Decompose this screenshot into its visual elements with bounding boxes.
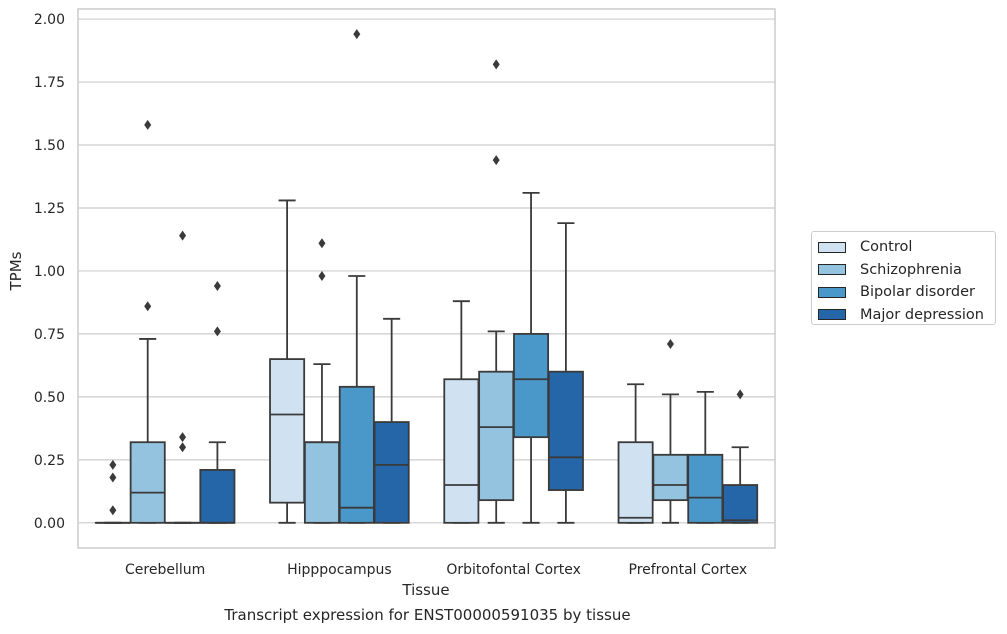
y-tick-label: 1.75 bbox=[34, 75, 65, 91]
box-2-2 bbox=[513, 191, 550, 524]
box-iqr bbox=[687, 453, 724, 524]
legend-item-major-depression: Major depression bbox=[818, 304, 995, 327]
box-iqr bbox=[338, 385, 375, 524]
x-tick-label: Prefrontal Cortex bbox=[629, 562, 748, 578]
legend-swatch bbox=[818, 241, 846, 253]
box-0-0 bbox=[94, 459, 131, 524]
outlier-point bbox=[353, 29, 361, 40]
box-iqr bbox=[199, 469, 236, 524]
legend-label: Bipolar disorder bbox=[860, 284, 975, 301]
box-iqr bbox=[303, 441, 340, 524]
box-3-3 bbox=[722, 389, 759, 524]
outlier-point bbox=[213, 326, 221, 337]
box-plot-area bbox=[94, 29, 759, 524]
outlier-point bbox=[492, 155, 500, 166]
legend-swatch bbox=[818, 264, 846, 276]
box-iqr bbox=[373, 421, 410, 524]
box-1-0 bbox=[269, 199, 306, 524]
y-tick-label: 1.25 bbox=[34, 201, 65, 217]
legend-swatch bbox=[818, 286, 846, 298]
box-iqr bbox=[722, 484, 759, 524]
box-iqr bbox=[478, 370, 515, 502]
outlier-point bbox=[179, 432, 187, 443]
box-0-1 bbox=[129, 119, 166, 524]
legend-swatch bbox=[818, 309, 846, 321]
outlier-point bbox=[318, 238, 326, 249]
outlier-point bbox=[109, 459, 117, 470]
box-1-3 bbox=[373, 317, 410, 524]
box-1-2 bbox=[338, 29, 375, 524]
y-tick-label: 2.00 bbox=[34, 12, 65, 28]
x-tick-label: Cerebellum bbox=[125, 562, 205, 578]
y-tick-label: 1.50 bbox=[34, 138, 65, 154]
y-tick-label: 0.50 bbox=[34, 390, 65, 406]
x-tick-label: Hipppocampus bbox=[287, 562, 392, 578]
chart-caption: Transcript expression for ENST0000059103… bbox=[224, 606, 631, 624]
legend-label: Schizophrenia bbox=[860, 261, 962, 278]
legend-label: Control bbox=[860, 239, 913, 256]
outlier-point bbox=[736, 389, 744, 400]
y-tick-label: 0.75 bbox=[34, 327, 65, 343]
x-tick-label: Orbitofontal Cortex bbox=[446, 562, 581, 578]
box-3-0 bbox=[617, 383, 654, 524]
box-iqr bbox=[513, 333, 550, 439]
box-iqr bbox=[547, 370, 584, 491]
plot-frame bbox=[77, 8, 776, 549]
outlier-point bbox=[666, 338, 674, 349]
legend-item-bipolar-disorder: Bipolar disorder bbox=[818, 281, 995, 304]
x-axis-ticks: Cerebellum Hipppocampus Orbitofontal Corte… bbox=[125, 562, 747, 578]
x-axis-label: Tissue bbox=[401, 581, 449, 599]
y-axis-label: TPMs bbox=[7, 251, 25, 291]
y-axis-ticks: 0.00 0.25 0.50 0.75 1.00 1.25 1.50 1.75 2.00 bbox=[34, 12, 65, 532]
gridlines bbox=[78, 18, 775, 524]
outlier-point bbox=[179, 442, 187, 453]
box-2-1 bbox=[478, 59, 515, 524]
box-iqr bbox=[129, 441, 166, 524]
outlier-point bbox=[109, 472, 117, 483]
y-tick-label: 0.00 bbox=[34, 516, 65, 532]
legend-label: Major depression bbox=[860, 306, 984, 323]
box-iqr bbox=[617, 441, 654, 524]
box-3-2 bbox=[687, 390, 724, 524]
box-iqr bbox=[443, 378, 480, 524]
outlier-point bbox=[318, 270, 326, 281]
outlier-point bbox=[492, 59, 500, 70]
legend: Control Schizophrenia Bipolar disorder M… bbox=[811, 231, 996, 325]
legend-item-control: Control bbox=[818, 236, 995, 259]
box-3-1 bbox=[652, 338, 689, 524]
y-tick-label: 0.25 bbox=[34, 453, 65, 469]
outlier-point bbox=[179, 230, 187, 241]
box-iqr bbox=[652, 453, 689, 502]
box-0-2 bbox=[164, 230, 201, 524]
legend-item-schizophrenia: Schizophrenia bbox=[818, 259, 995, 282]
box-0-3 bbox=[199, 281, 236, 524]
box-2-3 bbox=[547, 222, 584, 524]
outlier-point bbox=[144, 301, 152, 312]
outlier-point bbox=[144, 119, 152, 130]
outlier-point bbox=[213, 281, 221, 292]
box-2-0 bbox=[443, 300, 480, 524]
y-tick-label: 1.00 bbox=[34, 264, 65, 280]
box-iqr bbox=[269, 358, 306, 504]
outlier-point bbox=[109, 505, 117, 516]
box-1-1 bbox=[303, 238, 340, 524]
